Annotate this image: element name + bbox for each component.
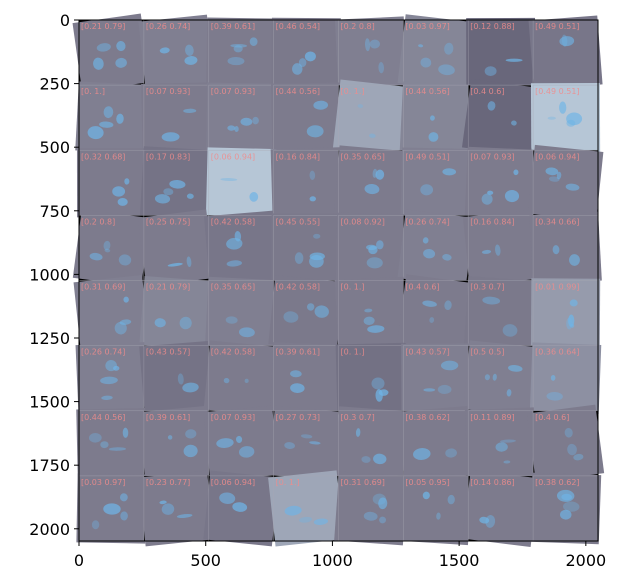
- x-tick-label: 500: [190, 551, 221, 570]
- tile-label: [0.5 0.5]: [470, 348, 504, 357]
- tile-label: [0.3 0.7]: [470, 283, 504, 292]
- tile-label: [0.45 0.55]: [276, 217, 320, 226]
- tile-label: [0.14 0.86]: [470, 478, 514, 487]
- tile-label: [0.11 0.89]: [470, 413, 514, 422]
- tile-label: [0.42 0.58]: [276, 283, 320, 292]
- tile-label: [0. 1.]: [341, 283, 365, 292]
- tile-label: [0.17 0.83]: [146, 152, 190, 161]
- y-tick-label: 2000: [29, 520, 70, 539]
- tile-speck: [566, 120, 575, 127]
- y-tick-label: 1500: [29, 393, 70, 412]
- tile-label: [0.21 0.79]: [146, 283, 190, 292]
- tile-label: [0.05 0.95]: [405, 478, 449, 487]
- tile-label: [0.06 0.94]: [535, 152, 579, 161]
- tile-speck: [124, 178, 129, 184]
- tile-label: [0.36 0.64]: [535, 348, 579, 357]
- tile-label: [0.16 0.84]: [470, 217, 514, 226]
- tile-label: [0.3 0.7]: [341, 413, 375, 422]
- tile-speck: [313, 234, 320, 239]
- tile-label: [0.49 0.51]: [405, 152, 449, 161]
- y-tick-label: 250: [39, 75, 70, 94]
- tile-speck: [305, 51, 316, 61]
- tile-label: [0.49 0.51]: [535, 87, 579, 96]
- tile-label: [0.44 0.56]: [276, 87, 320, 96]
- tile-label: [0.46 0.54]: [276, 22, 320, 31]
- y-tick-label: 500: [39, 138, 70, 157]
- tile-label: [0.27 0.73]: [276, 413, 320, 422]
- tile-label: [0.07 0.93]: [211, 87, 255, 96]
- x-tick-label: 1500: [439, 551, 480, 570]
- tile-label: [0.07 0.93]: [470, 152, 514, 161]
- tile-label: [0.42 0.58]: [211, 217, 255, 226]
- tile-label: [0. 1.]: [341, 87, 365, 96]
- tile-speck: [570, 299, 578, 306]
- tile-label: [0.35 0.65]: [211, 283, 255, 292]
- tile-label: [0. 1.]: [276, 478, 300, 487]
- tile-speck: [112, 186, 125, 196]
- tile-label: [0.35 0.65]: [341, 152, 385, 161]
- tile-label: [0.44 0.56]: [405, 87, 449, 96]
- tile-label: [0.31 0.69]: [81, 283, 125, 292]
- tile-label: [0.42 0.58]: [211, 348, 255, 357]
- tile-label: [0.39 0.61]: [211, 22, 255, 31]
- y-tick-label: 1250: [29, 329, 70, 348]
- y-tick-label: 0: [60, 11, 70, 30]
- tile-label: [0.08 0.92]: [341, 217, 385, 226]
- x-tick-label: 2000: [565, 551, 606, 570]
- tile-label: [0.07 0.93]: [146, 87, 190, 96]
- tile-label: [0. 1.]: [81, 87, 105, 96]
- tile-label: [0.25 0.75]: [146, 217, 190, 226]
- tile-speck: [441, 361, 458, 371]
- tile-label: [0.4 0.6]: [405, 283, 439, 292]
- tile-label: [0.03 0.97]: [81, 478, 125, 487]
- tile-label: [0.2 0.8]: [81, 217, 115, 226]
- x-tick-label: 1000: [312, 551, 353, 570]
- y-axis: 0 250 500 750 1000 1250 1500 1750 2000: [29, 11, 79, 539]
- tile-label: [0.43 0.57]: [405, 348, 449, 357]
- tile-label: [0.06 0.94]: [211, 478, 255, 487]
- tile-label: [0.26 0.74]: [81, 348, 125, 357]
- tile-label: [0.49 0.51]: [535, 22, 579, 31]
- tile-label: [0.03 0.97]: [405, 22, 449, 31]
- tile-label: [0.32 0.68]: [81, 152, 125, 161]
- tile-label: [0.06 0.94]: [211, 152, 255, 161]
- y-tick-label: 750: [39, 202, 70, 221]
- tile-label: [0.31 0.69]: [341, 478, 385, 487]
- tile-label: [0.2 0.8]: [341, 22, 375, 31]
- tile-label: [0.4 0.6]: [535, 413, 569, 422]
- y-tick-label: 1750: [29, 456, 70, 475]
- tile-label: [0.34 0.66]: [535, 217, 579, 226]
- tile-label: [0.4 0.6]: [470, 87, 504, 96]
- tile-label: [0.44 0.56]: [81, 413, 125, 422]
- x-tick-label: 0: [74, 551, 84, 570]
- tile-label: [0.38 0.62]: [405, 413, 449, 422]
- tile-label: [0.01 0.99]: [535, 283, 579, 292]
- tile-speck: [118, 198, 128, 206]
- tile-label: [0. 1.]: [341, 348, 365, 357]
- tile-label: [0.16 0.84]: [276, 152, 320, 161]
- tile-speck: [485, 66, 497, 76]
- tile-label: [0.39 0.61]: [276, 348, 320, 357]
- tile-label: [0.21 0.79]: [81, 22, 125, 31]
- tile-label: [0.23 0.77]: [146, 478, 190, 487]
- tile-label: [0.26 0.74]: [405, 217, 449, 226]
- tile-speck: [295, 252, 304, 264]
- tile-label: [0.43 0.57]: [146, 348, 190, 357]
- tile-speck: [559, 102, 566, 114]
- y-tick-label: 1000: [29, 265, 70, 284]
- tile-speck: [310, 253, 325, 261]
- tile-label: [0.38 0.62]: [535, 478, 579, 487]
- tile-label: [0.39 0.61]: [146, 413, 190, 422]
- tile-speck: [438, 385, 452, 394]
- tile-label: [0.26 0.74]: [146, 22, 190, 31]
- tile-label: [0.07 0.93]: [211, 413, 255, 422]
- tile-label: [0.12 0.88]: [470, 22, 514, 31]
